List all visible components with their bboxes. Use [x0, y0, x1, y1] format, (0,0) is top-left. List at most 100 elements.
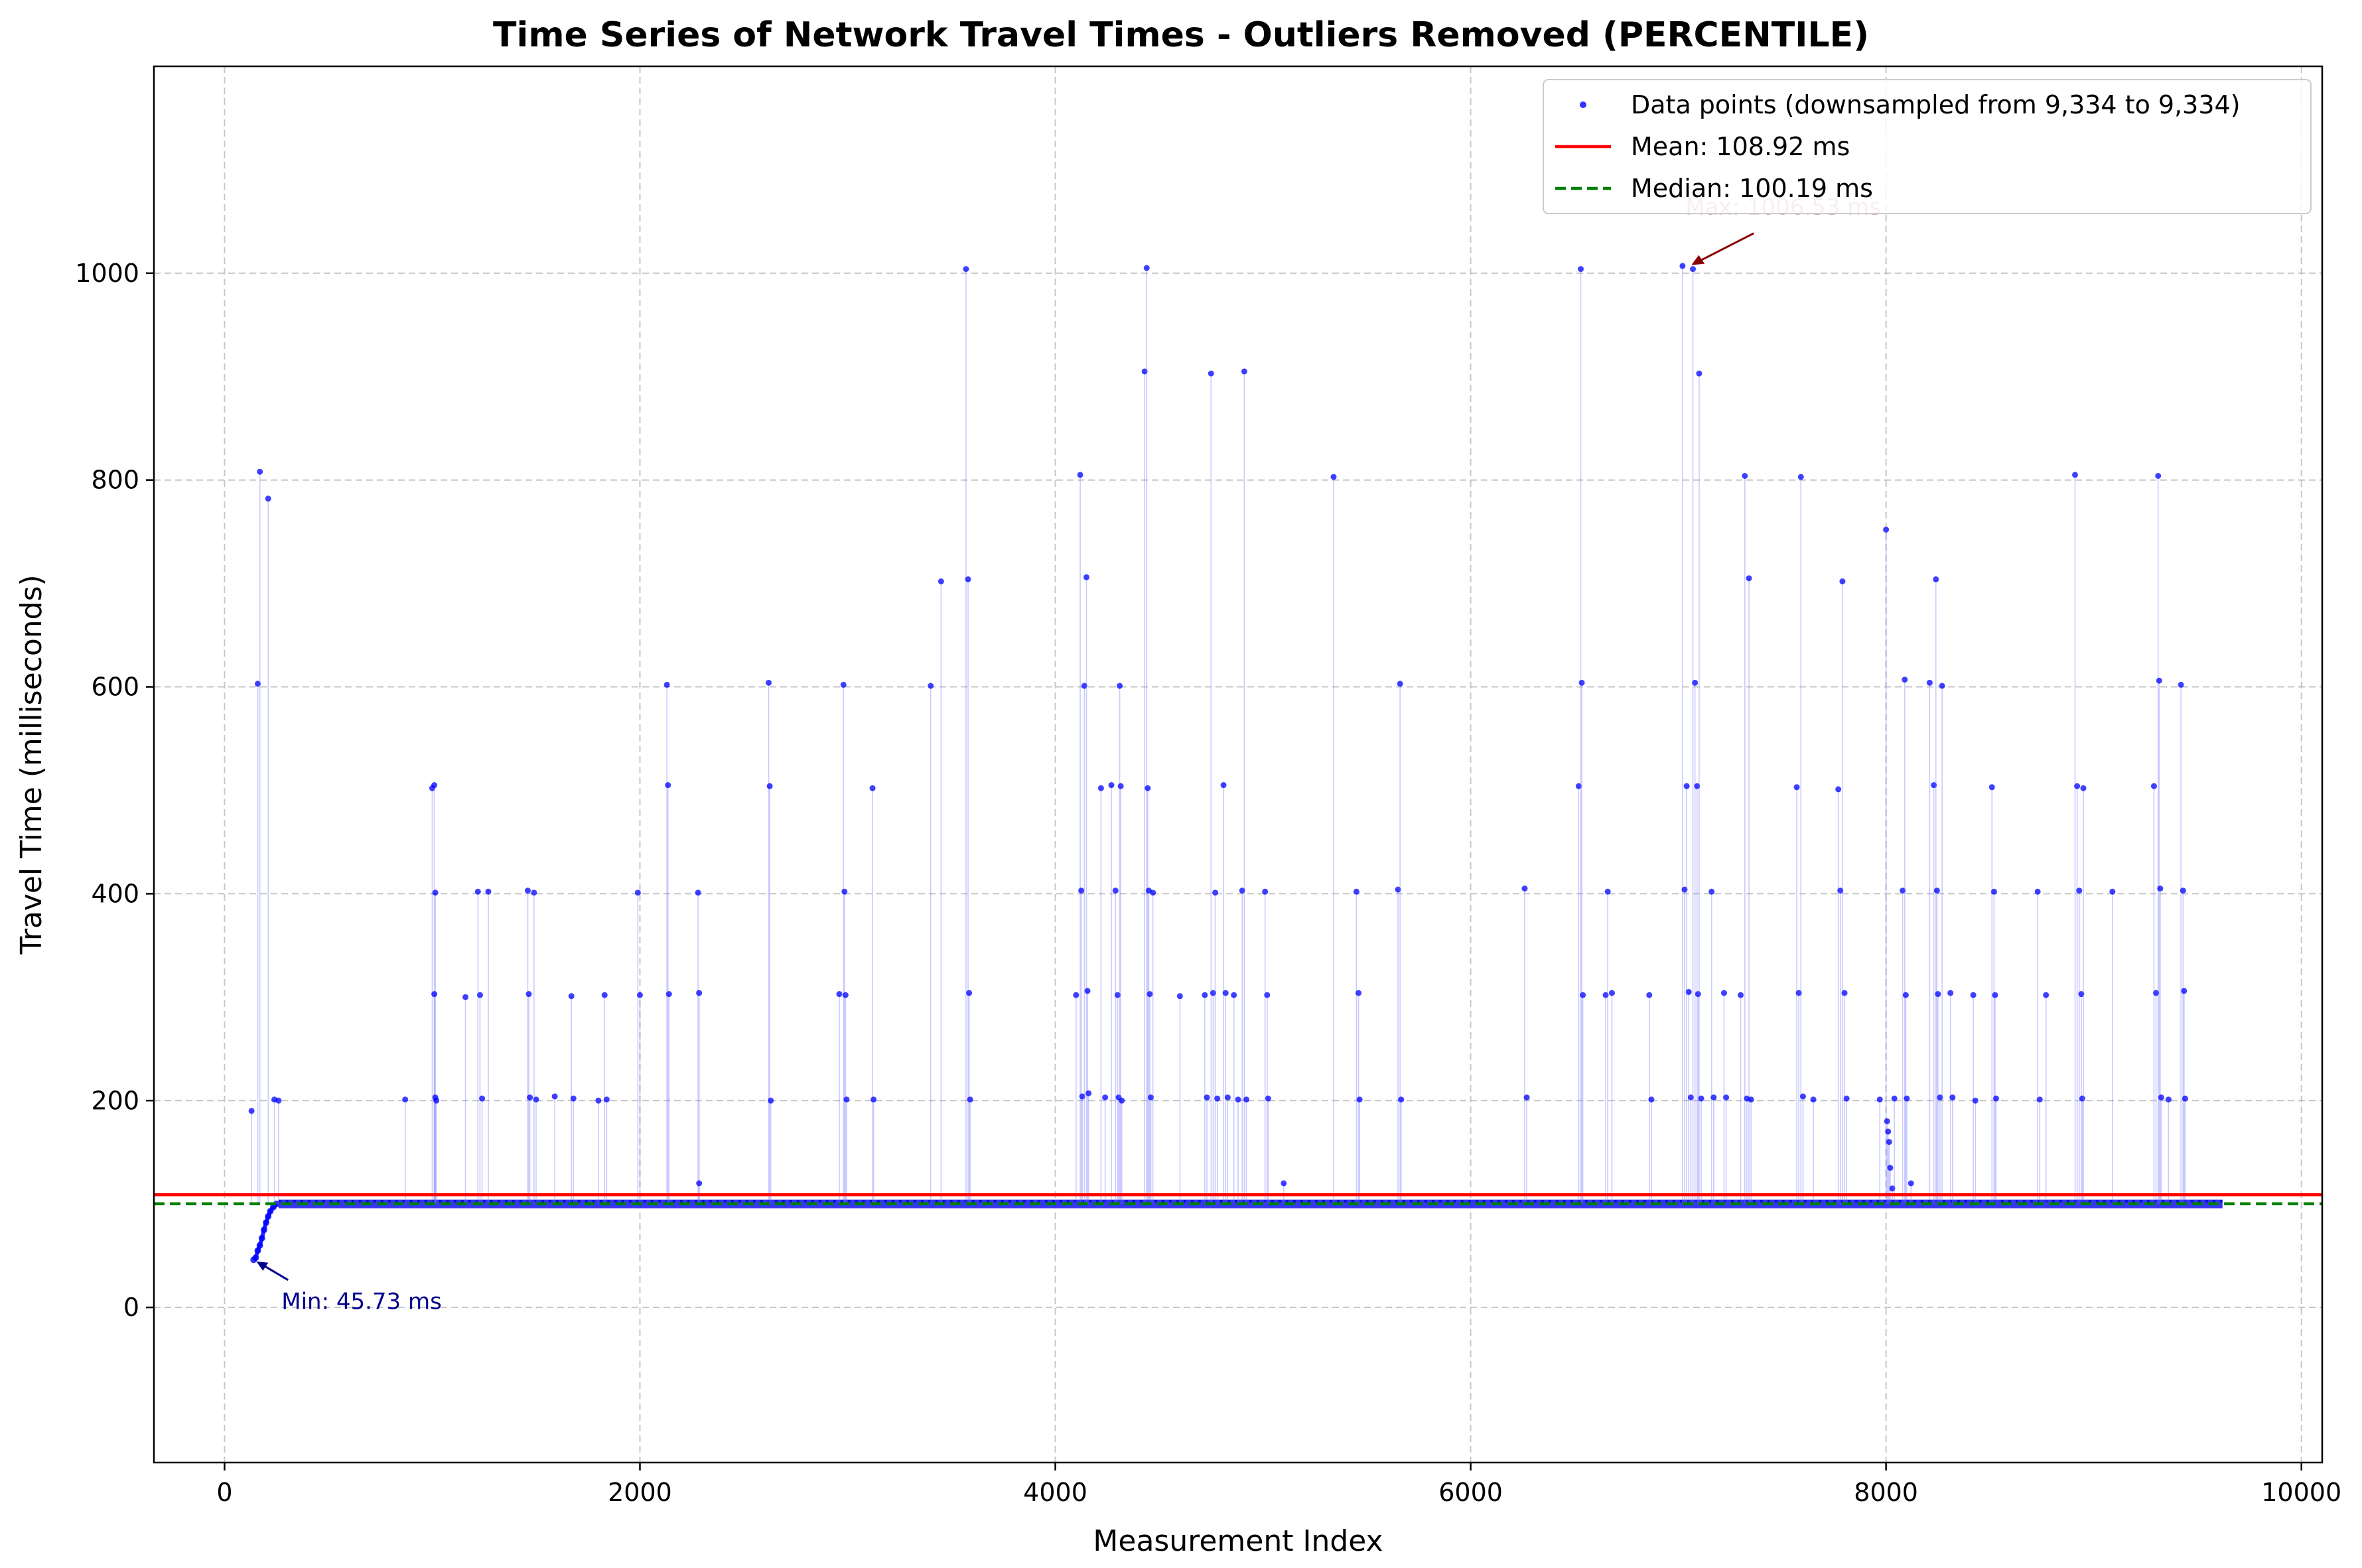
data-point — [2080, 785, 2087, 791]
data-point — [2182, 1095, 2188, 1102]
data-point — [275, 1097, 282, 1104]
axis-ticks: 0 2000 4000 6000 8000 10000 0 200 400 600 800 1000 — [75, 259, 2341, 1507]
data-point — [1577, 266, 1584, 273]
data-point — [1119, 1097, 1125, 1104]
data-point — [1580, 992, 1586, 998]
data-point — [258, 1234, 265, 1242]
data-point — [1937, 1094, 1943, 1101]
legend-label: Mean: 108.92 ms — [1631, 132, 1850, 161]
data-point — [1990, 888, 1997, 895]
data-point — [768, 1097, 774, 1104]
data-point — [841, 888, 848, 895]
data-point — [1933, 887, 1940, 894]
legend-label: Median: 100.19 ms — [1631, 174, 1873, 203]
data-point — [1243, 1096, 1250, 1103]
data-point — [1843, 1095, 1850, 1102]
data-point — [462, 994, 469, 1000]
data-point — [524, 887, 531, 894]
data-point — [836, 991, 843, 998]
data-point — [1681, 886, 1688, 893]
data-point — [1683, 783, 1690, 789]
data-point — [2043, 992, 2049, 998]
data-point — [1939, 683, 1945, 689]
x-tick-label: 4000 — [1023, 1478, 1087, 1507]
y-tick-label: 1000 — [75, 259, 139, 288]
data-point — [1723, 1094, 1730, 1101]
min-annotation: Min: 45.73 ms — [281, 1288, 442, 1315]
data-point — [531, 889, 537, 896]
data-point — [1231, 992, 1237, 998]
data-point — [1202, 992, 1208, 998]
data-point — [1908, 1180, 1914, 1187]
data-point — [1646, 992, 1653, 998]
data-point — [527, 1094, 533, 1101]
data-point — [663, 681, 670, 688]
data-point — [1692, 679, 1699, 686]
data-point — [1395, 886, 1401, 893]
data-point — [634, 889, 641, 896]
reference-lines — [154, 1193, 2322, 1206]
data-point — [265, 1212, 272, 1220]
data-point — [938, 578, 944, 585]
data-point — [1839, 578, 1846, 585]
data-point — [965, 576, 971, 582]
data-point — [766, 783, 773, 789]
data-point — [1084, 988, 1091, 994]
data-point — [1078, 887, 1085, 894]
y-axis-label: Travel Time (milliseconds) — [15, 574, 48, 954]
data-point — [843, 1096, 850, 1103]
data-point — [1685, 989, 1692, 996]
data-point — [1886, 1139, 1892, 1145]
data-point — [1687, 1094, 1694, 1101]
data-point — [485, 888, 492, 895]
data-point — [840, 681, 847, 688]
data-point — [1117, 683, 1123, 689]
data-point — [2181, 988, 2188, 994]
legend-marker — [1580, 101, 1586, 108]
data-point — [1795, 990, 1802, 996]
data-point — [2034, 888, 2041, 895]
data-point — [2036, 1096, 2043, 1103]
data-point — [1575, 783, 1582, 789]
data-point — [1884, 1118, 1890, 1124]
data-point — [1648, 1096, 1655, 1103]
y-tick-label: 200 — [91, 1086, 139, 1115]
data-point — [1079, 1093, 1085, 1100]
data-point — [1146, 991, 1153, 998]
data-point — [1077, 472, 1083, 478]
data-point — [1578, 679, 1585, 686]
data-point — [1235, 1096, 1241, 1103]
plot-frame — [153, 65, 2324, 1464]
data-point — [869, 785, 876, 791]
data-point — [1521, 885, 1528, 892]
data-point — [474, 888, 481, 895]
data-point — [1835, 786, 1842, 793]
data-point — [1108, 782, 1115, 789]
data-point — [1876, 1096, 1883, 1103]
data-point — [570, 1095, 577, 1102]
data-point — [665, 991, 672, 998]
data-point — [1696, 370, 1702, 377]
data-point — [1988, 784, 1995, 791]
data-point — [1220, 782, 1227, 789]
data-point — [1114, 992, 1121, 998]
data-point — [1353, 888, 1359, 895]
data-point — [1710, 1094, 1717, 1101]
data-point — [1746, 575, 1752, 582]
data-point — [1081, 683, 1087, 689]
data-point — [1141, 368, 1148, 375]
data-point — [963, 266, 969, 273]
data-point — [1891, 1095, 1898, 1102]
data-point — [248, 1108, 255, 1114]
data-point — [1241, 368, 1247, 375]
data-point — [2071, 472, 2078, 478]
data-point — [525, 991, 532, 998]
data-point — [1523, 1094, 1530, 1101]
data-point — [2157, 885, 2164, 892]
data-point — [263, 1219, 270, 1226]
data-point — [431, 782, 438, 789]
data-point — [1679, 263, 1686, 269]
data-point — [1690, 266, 1697, 273]
data-point — [928, 683, 934, 689]
data-point — [1708, 888, 1715, 895]
